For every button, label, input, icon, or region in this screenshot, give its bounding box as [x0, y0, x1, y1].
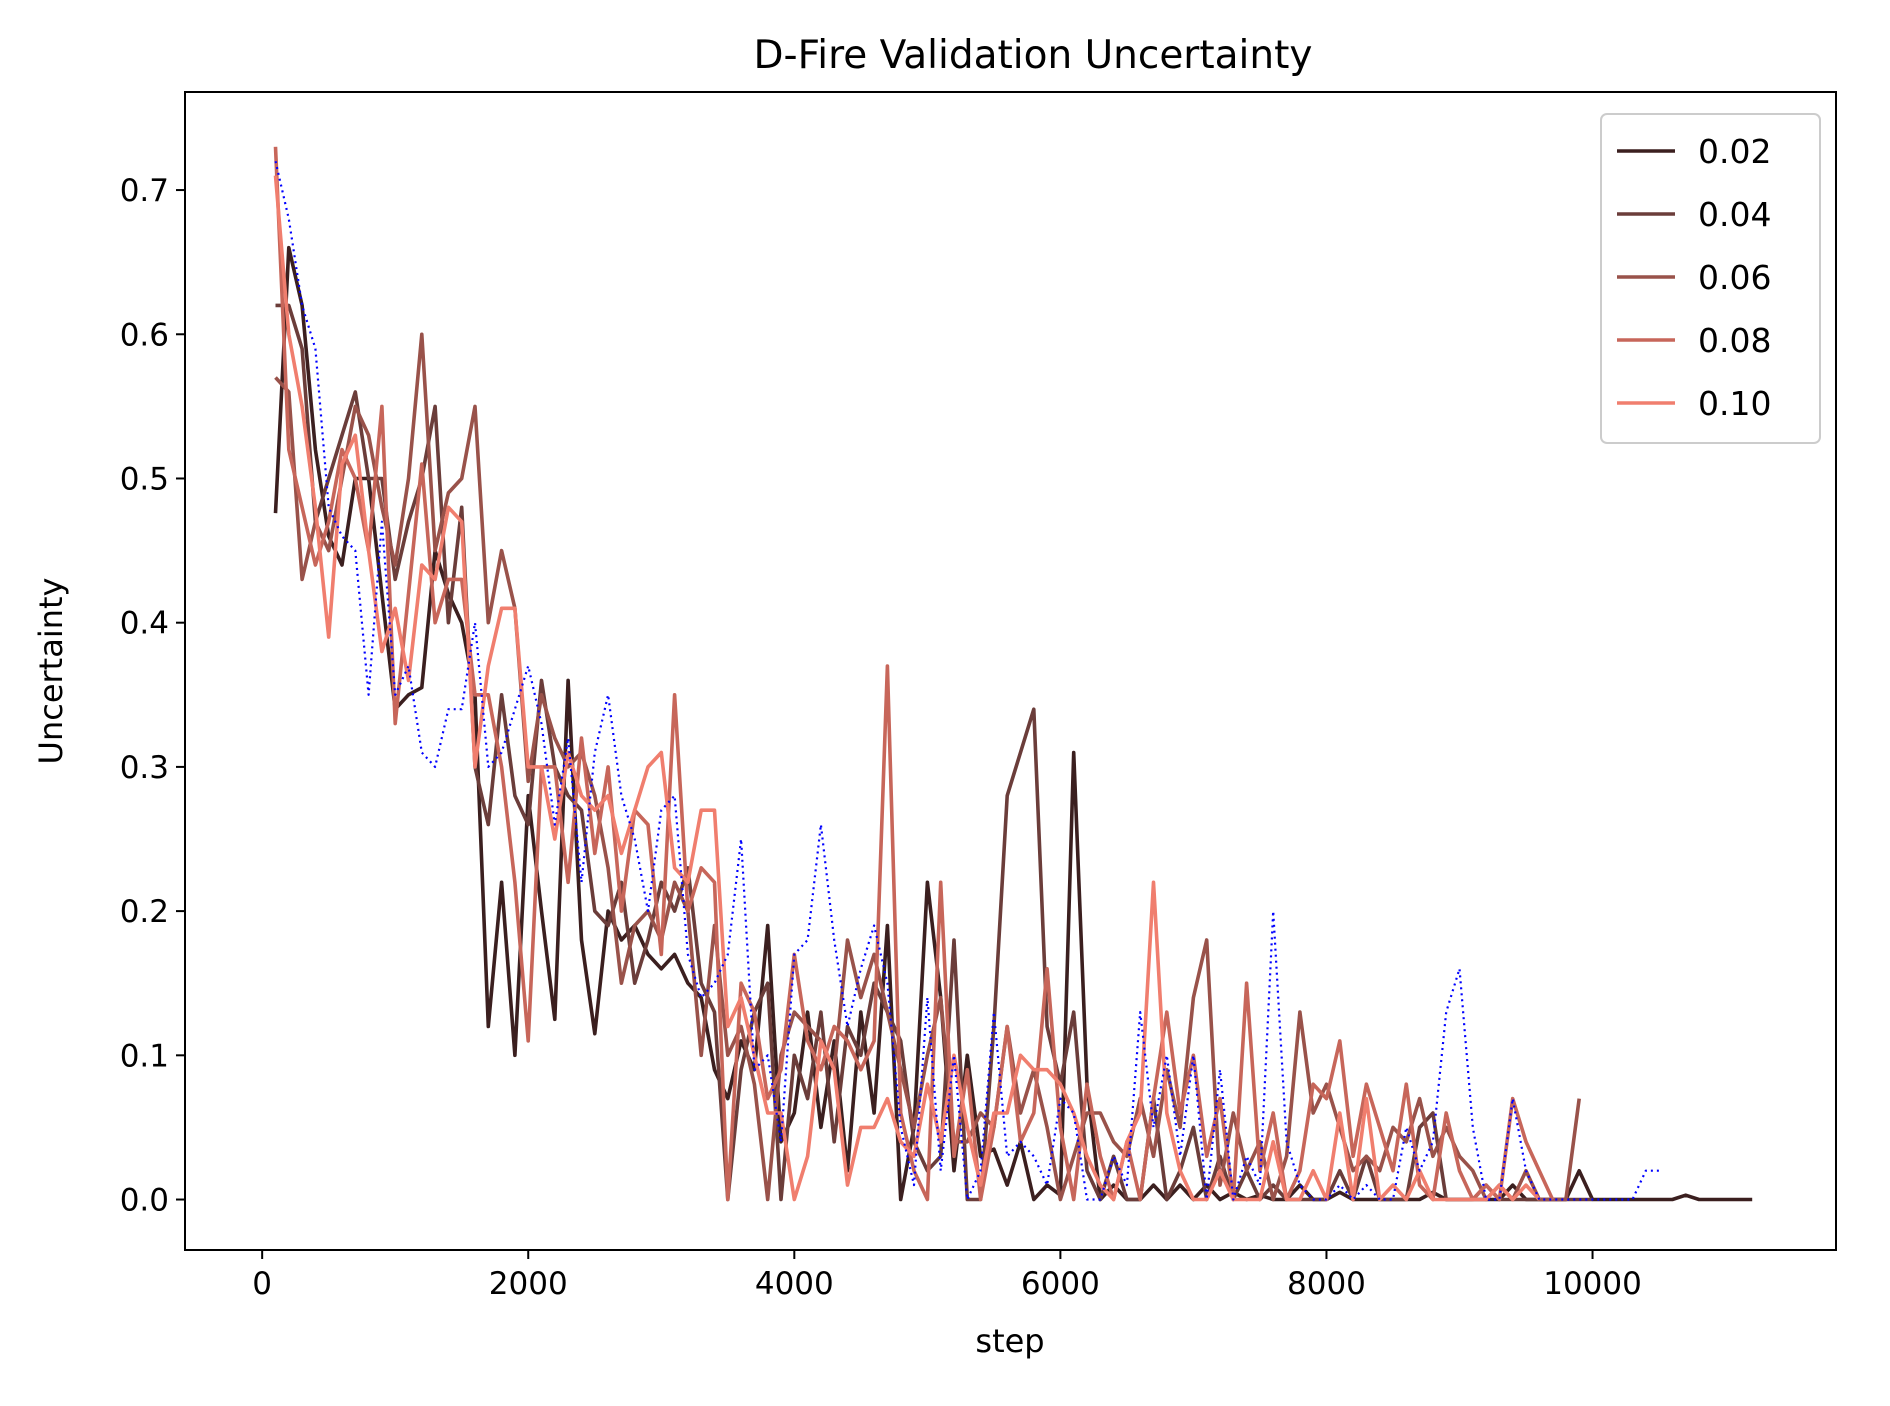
legend-box: [1600, 113, 1821, 444]
x-tick-label: 8000: [1287, 1266, 1366, 1302]
x-tick-label: 4000: [755, 1266, 834, 1302]
y-tick-label: 0.2: [120, 894, 169, 930]
plot-frame: [184, 91, 1837, 1251]
y-axis-label: Uncertainty: [32, 578, 70, 765]
y-tick-label: 0.1: [120, 1038, 169, 1074]
series-line-0.06: [274, 332, 1581, 1202]
y-axis: 0.0 0.1 0.2 0.3 0.4 0.5 0.6 0.7: [120, 173, 185, 1219]
y-tick-label: 0.5: [120, 461, 169, 497]
y-tick-label: 0.0: [120, 1183, 169, 1219]
legend-label: 0.08: [1698, 321, 1771, 360]
y-tick-label: 0.6: [120, 317, 169, 353]
x-tick-label: 0: [252, 1266, 272, 1302]
legend-label: 0.04: [1698, 195, 1771, 234]
x-tick-label: 2000: [489, 1266, 568, 1302]
x-axis-label: step: [975, 1322, 1044, 1360]
legend-label: 0.02: [1698, 132, 1771, 171]
legend-label: 0.10: [1698, 384, 1771, 423]
chart-title: D-Fire Validation Uncertainty: [754, 33, 1313, 78]
x-tick-label: 6000: [1021, 1266, 1100, 1302]
x-tick-label: 10000: [1543, 1266, 1642, 1302]
y-tick-label: 0.3: [120, 750, 169, 786]
legend: 0.02 0.04 0.06 0.08 0.10: [1600, 113, 1821, 444]
series-layer: [273, 146, 1753, 1202]
x-axis: 0 2000 4000 6000 8000 10000: [252, 1250, 1642, 1302]
series-line-0.10: [273, 175, 1541, 1202]
series-line-0.04: [275, 303, 1593, 1202]
y-tick-label: 0.7: [120, 173, 169, 209]
series-line-0.08: [273, 146, 1555, 1202]
y-tick-label: 0.4: [120, 606, 169, 642]
legend-label: 0.06: [1698, 258, 1771, 297]
